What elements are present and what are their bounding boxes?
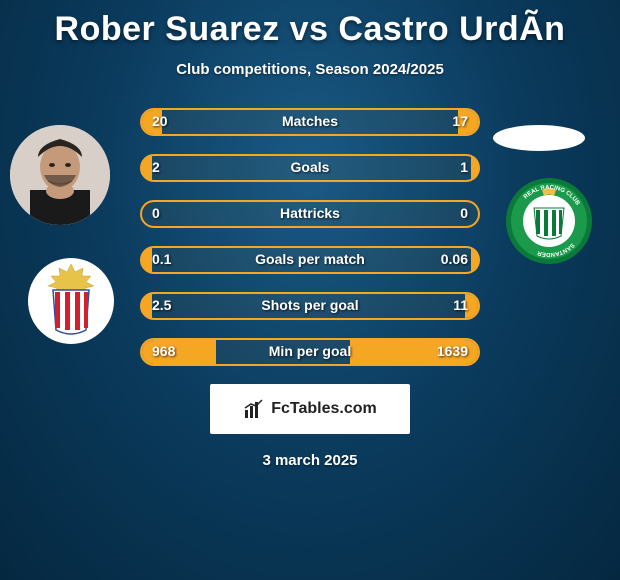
subtitle: Club competitions, Season 2024/2025 [0, 61, 620, 78]
left-club-badge [28, 258, 114, 344]
stat-label: Shots per goal [142, 297, 478, 313]
watermark-text: FcTables.com [271, 400, 377, 418]
stat-row: 2017Matches [140, 108, 480, 136]
left-player-photo [10, 125, 110, 225]
stat-label: Goals per match [142, 251, 478, 267]
stat-row: 0.10.06Goals per match [140, 246, 480, 274]
stat-row: 00Hattricks [140, 200, 480, 228]
stat-row: 2.511Shots per goal [140, 292, 480, 320]
stat-label: Matches [142, 113, 478, 129]
date: 3 march 2025 [0, 452, 620, 469]
chart-icon [243, 398, 265, 420]
watermark: FcTables.com [210, 384, 410, 434]
stat-row: 9681639Min per goal [140, 338, 480, 366]
stats-container: 2017Matches 21Goals 00Hattricks 0.10.06Goal… [140, 108, 480, 366]
stat-row: 21Goals [140, 154, 480, 182]
right-club-badge: REAL RACING CLUB SANTANDER [506, 178, 592, 264]
stat-label: Goals [142, 159, 478, 175]
right-player-photo-placeholder [493, 125, 585, 151]
stat-label: Min per goal [142, 343, 478, 359]
stat-label: Hattricks [142, 205, 478, 221]
page-title: Rober Suarez vs Castro UrdÃ­n [0, 0, 620, 49]
